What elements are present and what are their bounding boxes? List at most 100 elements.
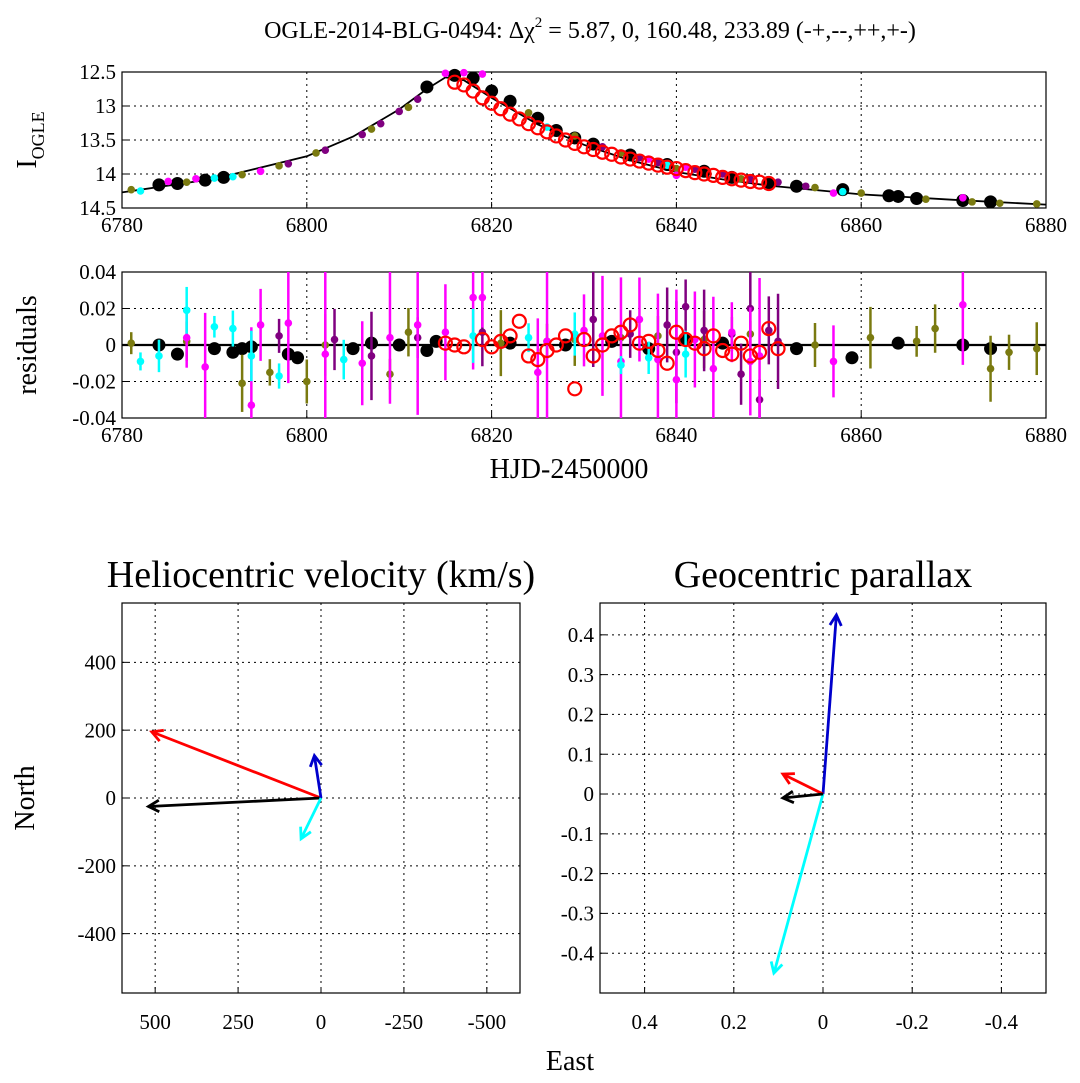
data-point bbox=[668, 324, 685, 340]
data-point bbox=[751, 174, 768, 190]
data-point bbox=[413, 95, 422, 103]
data-point bbox=[631, 335, 648, 351]
y-tick-label: 14 bbox=[95, 162, 117, 186]
y-tick-label: -0.4 bbox=[561, 941, 595, 965]
x-tick-label: 6860 bbox=[840, 423, 882, 447]
plot-frame bbox=[121, 71, 1047, 209]
data-point bbox=[829, 357, 838, 366]
data-point bbox=[478, 70, 487, 78]
data-point bbox=[456, 339, 472, 355]
data-point bbox=[520, 348, 537, 364]
light-curve-panel: 6780 6800 6820 6840 6860 6880 12.5 13 13.5 14 14.5… bbox=[12, 60, 1067, 237]
x-tick-label: -500 bbox=[468, 1010, 507, 1034]
data-point bbox=[891, 336, 905, 350]
y-axis-label: North bbox=[10, 765, 41, 830]
data-point bbox=[912, 337, 921, 346]
y-tick-label: -200 bbox=[78, 854, 117, 878]
y-tick-label: 0 bbox=[106, 786, 117, 810]
data-point bbox=[210, 174, 219, 182]
data-point bbox=[733, 335, 749, 351]
x-tick-label: 6780 bbox=[101, 213, 143, 237]
data-point bbox=[548, 337, 564, 353]
data-point bbox=[474, 331, 490, 348]
data-point bbox=[312, 149, 320, 157]
data-point bbox=[413, 321, 422, 329]
vector-line bbox=[821, 614, 838, 795]
data-point bbox=[737, 370, 745, 379]
data-point bbox=[201, 363, 209, 371]
data-point bbox=[672, 375, 681, 384]
data-point bbox=[728, 328, 736, 337]
data-point bbox=[192, 174, 200, 183]
data-point bbox=[441, 69, 450, 78]
data-point bbox=[678, 331, 694, 348]
vector-arrowhead bbox=[145, 799, 160, 813]
x-tick-label: 6840 bbox=[655, 423, 697, 447]
data-point bbox=[275, 162, 283, 170]
data-point bbox=[170, 177, 184, 191]
x-tick-label: 6820 bbox=[471, 423, 513, 447]
data-point bbox=[622, 317, 638, 333]
data-point bbox=[182, 333, 191, 342]
data-point bbox=[996, 199, 1004, 208]
data-point bbox=[811, 183, 819, 192]
x-tick-label: 0 bbox=[316, 1010, 327, 1034]
data-point bbox=[321, 146, 330, 154]
vector-arrowhead bbox=[299, 826, 312, 842]
x-tick-label: 0 bbox=[818, 1010, 829, 1034]
data-point bbox=[801, 182, 810, 191]
plot-frame bbox=[121, 602, 521, 994]
data-point bbox=[198, 173, 212, 187]
data-point bbox=[811, 341, 819, 349]
data-point bbox=[524, 109, 533, 117]
data-point bbox=[761, 320, 777, 337]
data-point bbox=[284, 319, 293, 327]
y-axis-label-main: I bbox=[12, 159, 43, 168]
data-point bbox=[376, 119, 385, 128]
data-point bbox=[650, 342, 666, 359]
x-tick-label: 250 bbox=[222, 1010, 254, 1034]
y-tick-label: 14.5 bbox=[79, 196, 116, 220]
data-point bbox=[585, 348, 601, 364]
figure-title: OGLE-2014-BLG-0494: Δχ2 = 5.87, 0, 160.4… bbox=[264, 15, 916, 44]
data-point bbox=[790, 179, 804, 193]
data-point bbox=[589, 315, 598, 324]
data-point bbox=[594, 144, 611, 160]
data-point bbox=[256, 167, 265, 176]
panel-title: Heliocentric velocity (km/s) bbox=[107, 554, 535, 596]
data-point bbox=[714, 169, 731, 185]
y-tick-label: 12.5 bbox=[79, 60, 116, 84]
data-point bbox=[681, 302, 690, 311]
data-point bbox=[392, 338, 406, 352]
x-tick-label: -250 bbox=[385, 1010, 424, 1034]
data-point bbox=[447, 337, 463, 353]
data-point bbox=[447, 74, 463, 90]
y-axis-label-sub: OGLE bbox=[28, 111, 48, 159]
data-point bbox=[485, 84, 499, 98]
data-point bbox=[404, 103, 413, 112]
data-point bbox=[986, 364, 995, 373]
data-point bbox=[891, 189, 905, 203]
y-tick-label: 13.5 bbox=[79, 128, 116, 152]
data-point bbox=[635, 315, 644, 324]
data-point bbox=[420, 80, 434, 94]
vector-line bbox=[782, 792, 824, 800]
y-tick-label: 0.02 bbox=[79, 297, 116, 321]
x-tick-label: 6820 bbox=[471, 213, 513, 237]
data-point bbox=[478, 293, 487, 302]
data-point bbox=[511, 313, 527, 329]
y-tick-label: 0.3 bbox=[568, 663, 594, 687]
vector-line bbox=[151, 730, 322, 800]
data-point bbox=[460, 68, 468, 77]
vector-line bbox=[312, 755, 323, 799]
data-point bbox=[838, 187, 847, 196]
data-point bbox=[829, 189, 838, 197]
data-point bbox=[346, 342, 360, 356]
data-point bbox=[696, 341, 712, 357]
data-point bbox=[678, 163, 694, 179]
data-point bbox=[210, 322, 219, 331]
x-tick-label: 6880 bbox=[1025, 423, 1067, 447]
data-point bbox=[585, 141, 601, 158]
data-point bbox=[567, 381, 583, 397]
data-point bbox=[437, 335, 453, 351]
